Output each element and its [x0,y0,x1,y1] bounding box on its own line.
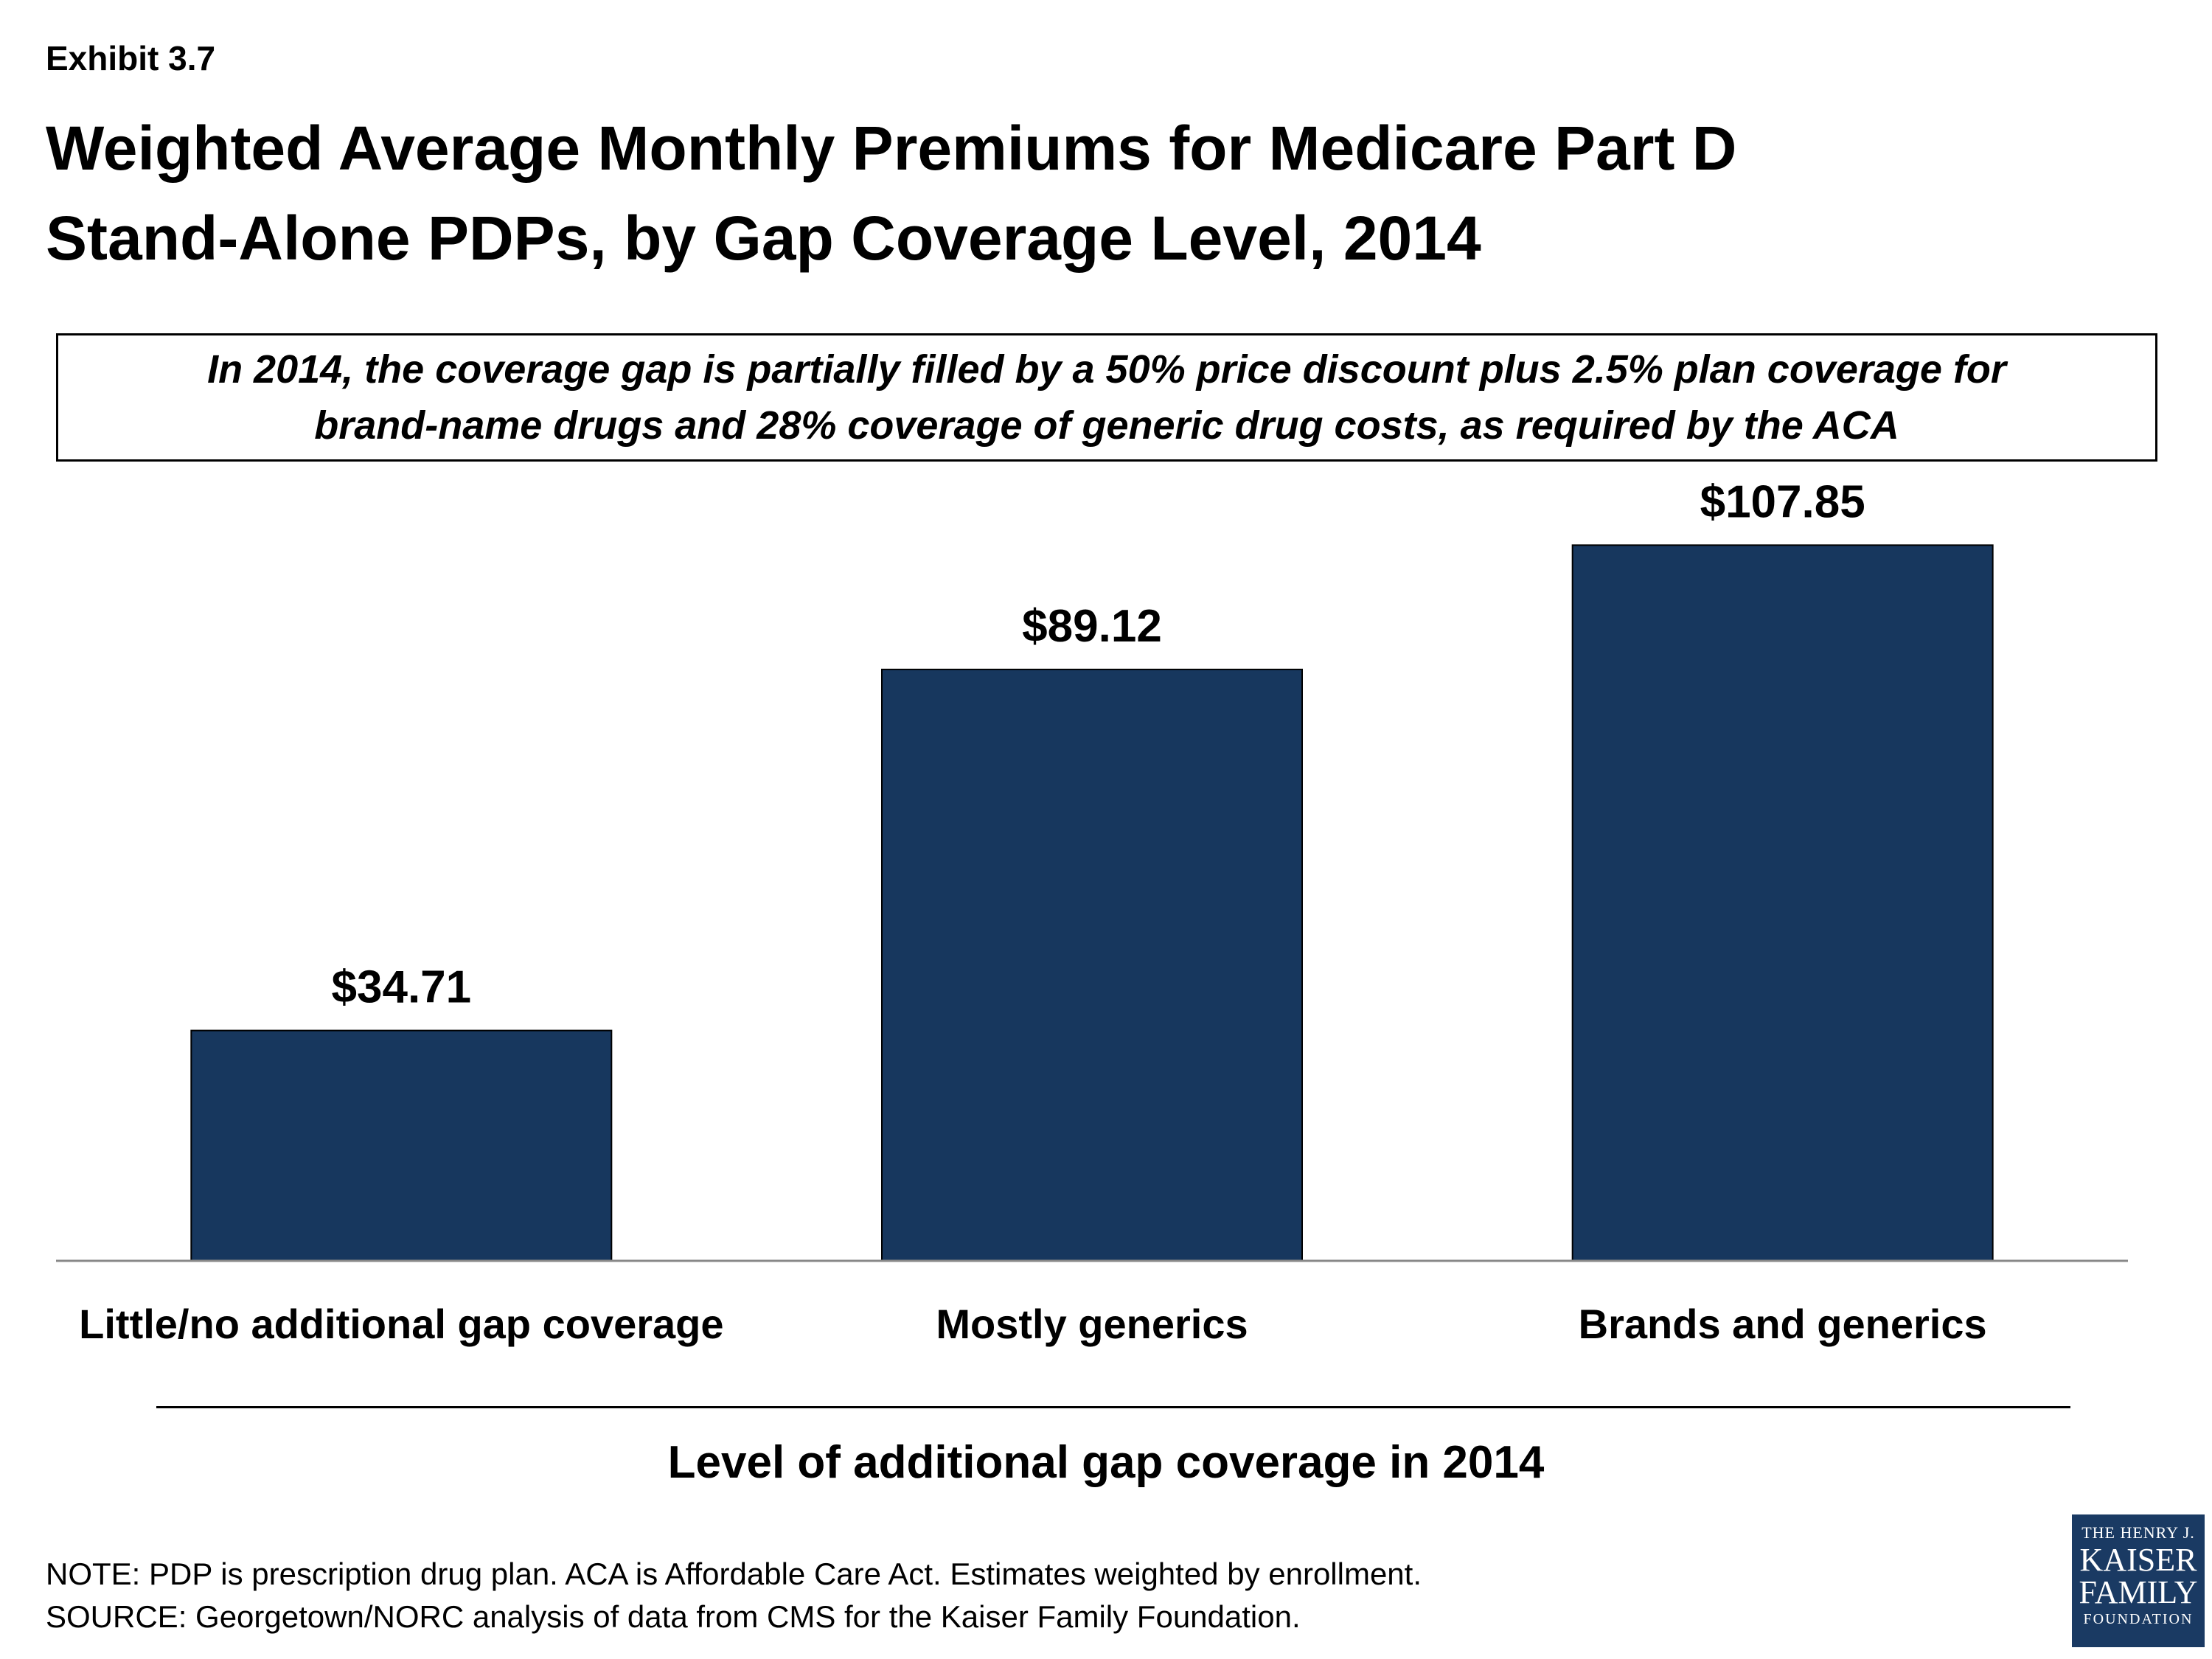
category-label: Mostly generics [936,1301,1248,1347]
category-label: Brands and generics [1579,1301,1987,1347]
exhibit-label: Exhibit 3.7 [46,39,216,77]
callout-line-2: brand-name drugs and 28% coverage of gen… [314,403,1899,448]
category-label: Little/no additional gap coverage [79,1301,723,1347]
chart-title-line-1: Weighted Average Monthly Premiums for Me… [46,114,1737,183]
logo-line-4: FOUNDATION [2083,1611,2194,1627]
note-line: NOTE: PDP is prescription drug plan. ACA… [46,1557,1422,1591]
bar-chart: $34.71 Little/no additional gap coverage $… [56,476,2128,1347]
logo-line-3: FAMILY [2079,1574,2198,1610]
logo-line-1: THE HENRY J. [2081,1523,2195,1542]
bar-value-label: $89.12 [1022,601,1162,652]
bar [881,668,1303,1262]
source-line: SOURCE: Georgetown/NORC analysis of data… [46,1599,1301,1634]
bar [190,1029,613,1262]
notes: NOTE: PDP is prescription drug plan. ACA… [46,1553,1422,1638]
chart-title-line-2: Stand-Alone PDPs, by Gap Coverage Level,… [46,204,1481,273]
callout-box: In 2014, the coverage gap is partially f… [56,333,2157,462]
bar [1571,544,1994,1262]
kff-logo: THE HENRY J. KAISER FAMILY FOUNDATION [2072,1514,2205,1647]
logo-line-2: KAISER [2079,1542,2197,1578]
bar-value-label: $107.85 [1700,476,1865,527]
bar-value-label: $34.71 [332,962,472,1013]
x-axis-title-rule [156,1406,2070,1408]
chart-title: Weighted Average Monthly Premiums for Me… [46,103,2037,283]
callout-line-1: In 2014, the coverage gap is partially f… [207,347,2006,392]
x-axis-title: Level of additional gap coverage in 2014 [667,1437,1545,1488]
